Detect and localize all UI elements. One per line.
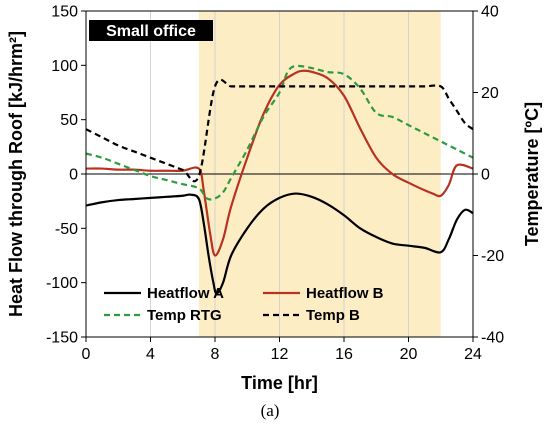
left-y-axis-title: Heat Flow through Roof [kJ/hrm²] xyxy=(6,31,26,317)
series-line-heatflow-a xyxy=(85,192,474,295)
x-tick-label: 12 xyxy=(271,346,289,363)
legend-label-temp-b: Temp B xyxy=(306,307,360,324)
chart-title: Small office xyxy=(106,23,196,40)
x-axis-title: Time [hr] xyxy=(241,373,318,393)
x-tick-label: 24 xyxy=(464,346,482,363)
left-y-tick-label: -100 xyxy=(46,275,78,292)
x-tick-label: 16 xyxy=(335,346,353,363)
right-y-tick-label: 40 xyxy=(481,4,499,21)
series-line-heatflow-b xyxy=(85,69,474,257)
legend-label-heatflow-b: Heatflow B xyxy=(306,285,384,302)
right-y-tick-label: 0 xyxy=(481,167,490,184)
legend-label-temp-rtg: Temp RTG xyxy=(147,307,222,324)
left-y-tick-label: 150 xyxy=(51,4,78,21)
figure-caption: (a) xyxy=(261,401,280,420)
series-line-temp-rtg xyxy=(85,64,474,201)
x-tick-label: 0 xyxy=(82,346,91,363)
left-y-tick-label: 100 xyxy=(51,58,78,75)
right-y-axis-title: Temperature [ºC] xyxy=(522,102,542,246)
left-y-tick-label: -50 xyxy=(55,221,78,238)
left-y-tick-label: 0 xyxy=(69,167,78,184)
left-y-tick-label: 50 xyxy=(60,112,78,129)
x-tick-label: 8 xyxy=(211,346,220,363)
left-y-tick-label: -150 xyxy=(46,330,78,347)
x-tick-label: 4 xyxy=(146,346,155,363)
title-badge xyxy=(89,20,213,41)
right-y-tick-label: -40 xyxy=(481,330,504,347)
right-y-tick-label: 20 xyxy=(481,85,499,102)
right-y-tick-label: -20 xyxy=(481,248,504,265)
legend-label-heatflow-a: Heatflow A xyxy=(147,285,224,302)
x-tick-label: 20 xyxy=(400,346,418,363)
